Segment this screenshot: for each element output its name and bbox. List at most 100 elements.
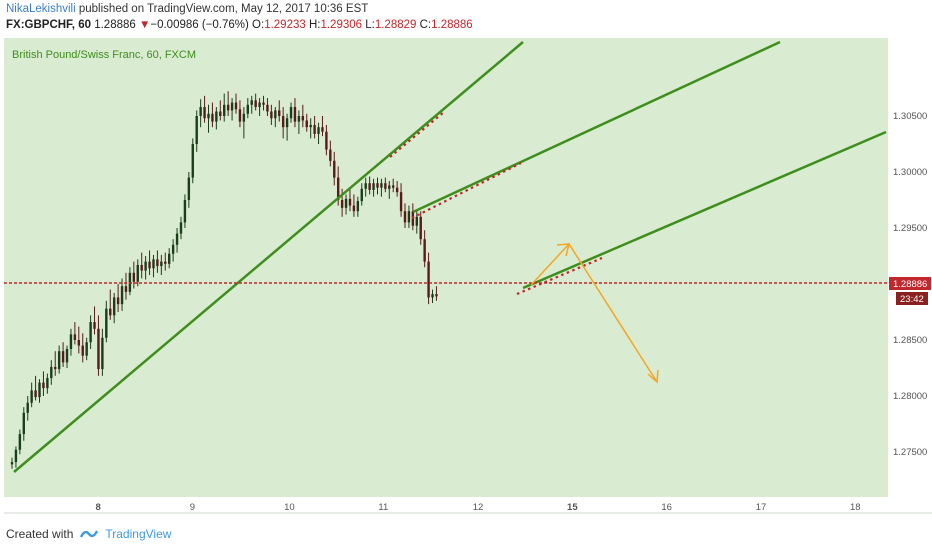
countdown-label: 23:42 [900,294,924,305]
last-price-box [889,277,931,290]
candle [89,315,92,349]
y-tick-label: 1.27500 [893,447,927,458]
candle [372,178,375,197]
last-price-label: 1.28886 [893,279,927,290]
candle [278,100,281,122]
candle [144,256,147,280]
x-tick-label: 15 [567,502,578,513]
trendline-1[interactable] [13,41,524,473]
price-marker: 1.28886 23:42 [889,277,931,305]
trendline-2[interactable] [412,40,781,214]
candle [317,122,320,144]
open-value: 1.29233 [264,19,306,31]
ohlc-legend: FX:GBPCHF, 60 1.28886 ▼−0.00986 (−0.76%)… [6,19,473,31]
publish-info: NikaLekishvili published on TradingView.… [6,3,368,15]
down-arrow-icon: ▼ [138,19,151,31]
candle [360,183,363,206]
candle [258,98,261,116]
candle [124,272,128,300]
candle [105,300,108,343]
candle [61,342,65,367]
x-tick-label: 17 [756,502,767,513]
candle [10,457,14,469]
dotted-trendline-2[interactable] [411,162,522,219]
candle [403,203,407,228]
candle [297,110,301,134]
candle [223,93,226,122]
candle [175,228,179,253]
candle [81,333,84,363]
candle [356,196,360,217]
candle [65,345,69,368]
candle [321,116,324,137]
candle [54,351,57,376]
low-label: L: [365,19,375,31]
candle [325,124,328,156]
candle [388,180,391,199]
x-tick-label: 12 [473,502,484,513]
candle [69,328,73,356]
candle [46,373,49,394]
plot-area[interactable] [4,38,888,514]
candle [203,95,206,123]
tradingview-logo-icon [80,530,99,538]
close-label: C: [419,19,432,31]
candle [160,254,163,276]
tradingview-brand[interactable]: TradingView [105,527,172,541]
candle [183,194,187,228]
candle [132,261,136,289]
x-tick-label: 9 [190,502,195,513]
candle [348,188,352,212]
candle [85,337,88,361]
candle [199,99,202,128]
price-axis[interactable] [888,38,932,514]
candle [423,230,426,268]
x-tick-labels: 8 9 10 11 12 15 16 17 18 [95,502,860,513]
candle [136,259,139,287]
candle [152,254,155,278]
candle [230,98,234,121]
close-value: 1.28886 [431,19,473,31]
candle [281,107,285,139]
candle [407,205,411,228]
candle [42,371,45,396]
candle [246,98,249,119]
candle [215,107,218,130]
candle [187,172,191,208]
candle [262,95,265,111]
candle [148,250,151,276]
footer: Created with TradingView [6,527,171,541]
author-link[interactable]: NikaLekishvili [6,3,76,15]
candle [270,104,273,125]
x-tick-label: 16 [661,502,672,513]
candle [309,118,312,139]
candle [22,407,25,441]
candle [219,100,222,121]
candle [234,93,238,114]
candle [168,248,171,269]
candle [352,194,356,217]
candle [368,176,371,195]
chart-title: British Pound/Swiss Franc, 60, FXCM [12,49,196,61]
candle [77,326,81,354]
created-with-label: Created with [6,527,74,541]
candle [419,211,422,245]
candle [73,322,77,345]
candle [164,252,167,271]
candles [10,91,438,469]
candle [289,102,293,123]
candle [301,104,305,128]
candle [109,289,112,320]
candle [226,91,230,116]
trendline-3[interactable] [522,130,887,290]
time-axis[interactable] [4,497,888,514]
y-tick-label: 1.29500 [893,223,927,234]
candle [380,178,383,197]
symbol-label: FX:GBPCHF, 60 [6,19,91,31]
candle [191,138,194,184]
y-tick-label: 1.28000 [893,391,927,402]
candle [305,113,308,132]
y-tick-label: 1.30500 [893,111,927,122]
candle [392,178,395,193]
